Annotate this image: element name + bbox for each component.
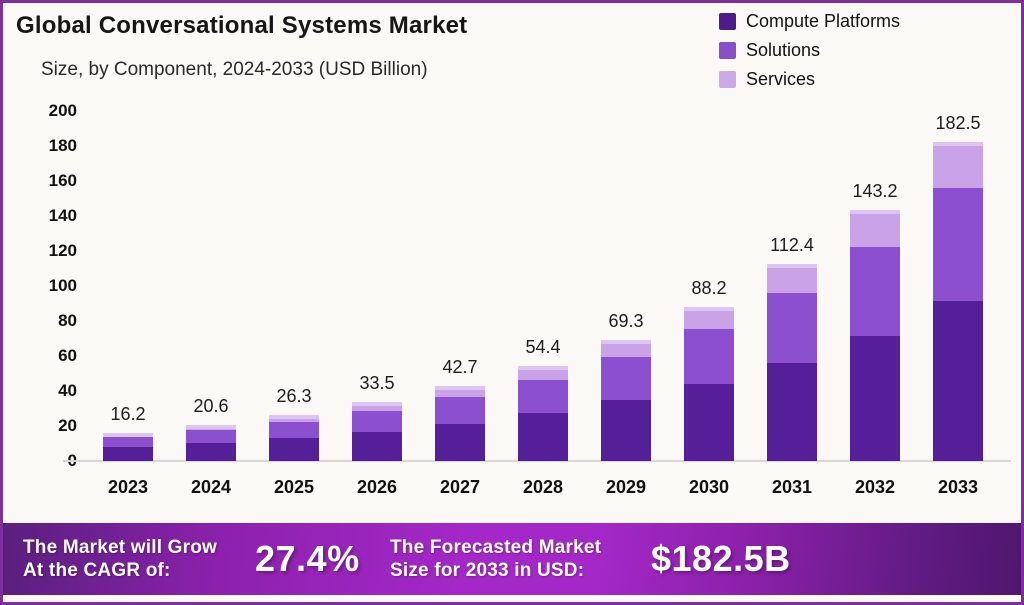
bar-segment-services <box>269 414 319 422</box>
bar-2030 <box>684 306 734 461</box>
bar-segment-services <box>933 141 983 188</box>
y-axis-tick-label: 160 <box>48 171 77 190</box>
cagr-label-line1: The Market will Grow <box>23 537 218 558</box>
forecast-label-line1: The Forecasted Market <box>390 537 602 558</box>
x-axis-label: 2029 <box>605 477 647 497</box>
legend-item: Solutions <box>719 40 900 60</box>
bar-2027 <box>435 386 485 461</box>
x-axis-label: 2031 <box>771 477 813 497</box>
footer-banner: The Market will Grow At the CAGR of: 27.… <box>3 523 1021 595</box>
legend-swatch <box>719 12 736 30</box>
bar-segment-solutions <box>767 292 817 363</box>
bar-segment-compute-platforms <box>352 431 402 461</box>
bar-segment-compute-platforms <box>518 413 568 461</box>
bar-segment-compute-platforms <box>601 400 651 461</box>
bar-segment-solutions <box>352 410 402 432</box>
bar-2033 <box>933 141 983 461</box>
bar-segment-services <box>850 210 900 247</box>
x-axis-label: 2028 <box>522 477 564 497</box>
y-axis-tick-label: 100 <box>48 276 77 295</box>
bar-segment-services <box>767 264 817 293</box>
cagr-value: 27.4% <box>255 538 360 579</box>
bar-2029 <box>601 339 651 461</box>
bar-segment-services <box>103 432 153 437</box>
bar-2023 <box>103 432 153 461</box>
forecast-value: $182.5B <box>651 538 791 579</box>
bar-total-label: 54.4 <box>525 336 561 357</box>
bar-segment-services <box>352 402 402 411</box>
y-axis-tick-label: 60 <box>58 346 77 365</box>
bar-2028 <box>518 365 568 461</box>
bar-segment-compute-platforms <box>103 446 153 461</box>
bar-segment-solutions <box>601 357 651 401</box>
x-axis-label: 2033 <box>937 477 979 497</box>
legend-label: Services <box>746 68 816 89</box>
legend-item: Services <box>719 69 900 89</box>
bar-segment-compute-platforms <box>850 335 900 461</box>
bar-total-label: 42.7 <box>442 357 478 378</box>
forecast-label-line2: Size for 2033 in USD: <box>390 560 585 581</box>
bar-total-label: 20.6 <box>193 395 229 416</box>
legend-swatch <box>719 70 736 88</box>
bar-2031 <box>767 264 817 461</box>
bar-segment-solutions <box>933 187 983 302</box>
x-axis-label: 2025 <box>273 477 315 497</box>
legend-item: Compute Platforms <box>719 11 900 31</box>
bar-segment-compute-platforms <box>767 362 817 461</box>
bar-2032 <box>850 210 900 461</box>
bar-2026 <box>352 402 402 461</box>
bar-segment-solutions <box>103 436 153 447</box>
bar-total-label: 112.4 <box>770 235 814 256</box>
bar-total-label: 143.2 <box>852 181 898 202</box>
bar-total-label: 182.5 <box>935 112 981 133</box>
y-axis-tick-label: 140 <box>48 206 77 225</box>
bar-total-label: 16.2 <box>110 403 146 424</box>
legend-label: Compute Platforms <box>746 10 901 31</box>
legend: Compute Platforms Solutions Services <box>719 11 900 89</box>
x-axis-label: 2026 <box>356 477 398 497</box>
bar-total-label: 26.3 <box>276 385 312 406</box>
bar-total-label: 88.2 <box>691 277 727 298</box>
x-axis-label: 2032 <box>854 477 896 497</box>
y-axis-tick-label: 120 <box>48 241 77 260</box>
bar-2025 <box>269 414 319 461</box>
bar-2024 <box>186 424 236 461</box>
forecast-label: The Forecasted Market Size for 2033 in U… <box>390 536 601 582</box>
bar-segment-compute-platforms <box>933 301 983 461</box>
x-axis-label: 2024 <box>190 477 232 497</box>
cagr-label-line2: At the CAGR of: <box>23 560 171 581</box>
bar-segment-solutions <box>186 430 236 443</box>
bar-segment-solutions <box>684 329 734 384</box>
bar-segment-services <box>601 339 651 358</box>
bar-segment-services <box>186 424 236 431</box>
y-axis-tick-label: 200 <box>48 101 77 120</box>
bar-segment-solutions <box>269 421 319 438</box>
bar-segment-solutions <box>850 246 900 336</box>
bar-segment-compute-platforms <box>269 437 319 461</box>
x-axis-label: 2030 <box>688 477 730 497</box>
page-subtitle: Size, by Component, 2024-2033 (USD Billi… <box>41 59 428 80</box>
legend-swatch <box>719 41 736 59</box>
x-axis-label: 2023 <box>107 477 149 497</box>
bar-total-label: 33.5 <box>359 373 395 394</box>
bar-segment-solutions <box>518 379 568 414</box>
bar-segment-services <box>435 386 485 398</box>
bar-total-label: 69.3 <box>608 310 644 331</box>
page-title: Global Conversational Systems Market <box>16 12 468 39</box>
cagr-label: The Market will Grow At the CAGR of: <box>23 536 217 582</box>
y-axis-tick-label: 20 <box>58 416 77 435</box>
bar-segment-compute-platforms <box>186 442 236 461</box>
bar-segment-compute-platforms <box>684 383 734 461</box>
bar-segment-services <box>684 306 734 330</box>
legend-label: Solutions <box>746 39 821 60</box>
y-axis-tick-label: 40 <box>58 381 77 400</box>
bar-segment-compute-platforms <box>435 423 485 461</box>
y-axis-tick-label: 80 <box>58 311 77 330</box>
bar-segment-services <box>518 365 568 380</box>
bar-segment-solutions <box>435 397 485 424</box>
x-axis-label: 2027 <box>439 477 481 497</box>
y-axis-tick-label: 180 <box>48 136 77 155</box>
x-axis-baseline <box>63 460 1011 462</box>
